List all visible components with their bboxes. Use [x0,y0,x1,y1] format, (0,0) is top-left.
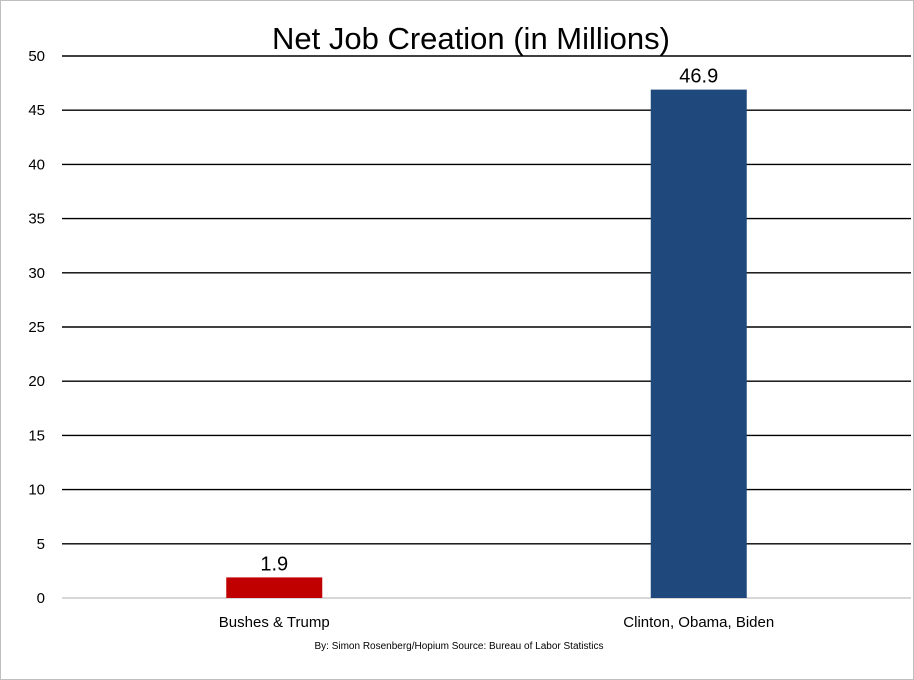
y-tick-label: 50 [28,48,45,65]
y-tick-label: 10 [28,482,45,499]
y-tick-label: 20 [28,373,45,390]
category-label: Bushes & Trump [219,614,330,631]
chart-title: Net Job Creation (in Millions) [272,21,670,56]
y-tick-label: 35 [28,211,45,228]
y-tick-label: 15 [28,427,45,444]
gridlines [62,55,911,599]
data-label: 1.9 [260,553,288,575]
category-labels: Bushes & Trump Clinton, Obama, Biden [219,614,774,631]
y-tick-label: 45 [28,102,45,119]
chart-footnote: By: Simon Rosenberg/Hopium Source: Burea… [314,641,603,652]
bar [650,89,747,598]
y-tick-label: 5 [37,536,45,553]
y-axis-ticks: 0 5 10 15 20 25 30 35 40 45 50 [28,48,45,607]
data-labels: 1.9 46.9 [260,66,718,576]
data-label: 46.9 [679,66,718,88]
bars [226,89,747,598]
y-tick-label: 0 [37,590,45,607]
bar [226,577,323,598]
y-tick-label: 40 [28,156,45,173]
y-tick-label: 25 [28,319,45,336]
y-tick-label: 30 [28,265,45,282]
category-label: Clinton, Obama, Biden [623,614,774,631]
